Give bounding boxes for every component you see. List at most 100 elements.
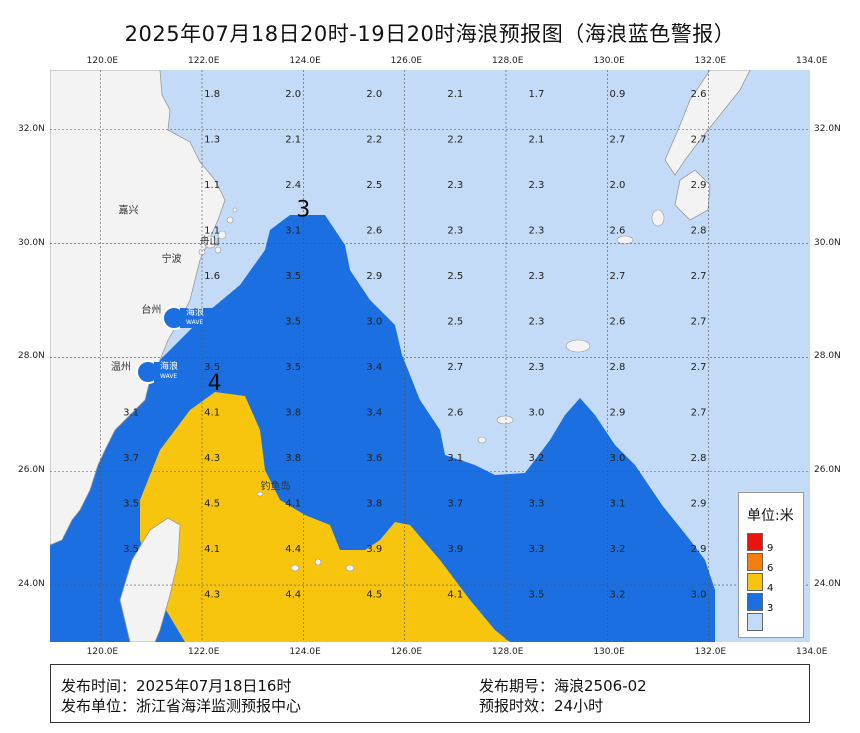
wave-height-value: 2.5 (447, 316, 463, 327)
wave-height-value: 2.1 (285, 134, 301, 145)
wave-zone-4m (140, 392, 510, 642)
wave-height-value: 3.1 (447, 453, 463, 464)
land-japan (664, 69, 751, 176)
wave-height-value: 2.9 (610, 407, 626, 418)
wave-height-value: 2.8 (691, 453, 707, 464)
wave-badge-cn: 海浪 (160, 362, 179, 372)
lon-tick-top: 124.0E (289, 56, 321, 66)
wave-height-value: 3.4 (366, 407, 382, 418)
wave-height-value: 2.8 (610, 362, 626, 373)
wave-height-value: 2.7 (447, 362, 463, 373)
land-kyushu (674, 169, 711, 221)
wave-height-value: 3.5 (123, 499, 139, 510)
wave-height-value: 3.5 (528, 590, 544, 601)
wave-height-value: 2.7 (691, 271, 707, 282)
lat-tick-left: 26.0N (18, 465, 45, 476)
contour-labels: 34 (208, 197, 311, 396)
lon-tick-top: 126.0E (390, 56, 423, 66)
city-label: 舟山 (200, 235, 220, 248)
wave-height-value: 4.1 (204, 407, 220, 418)
legend-swatch (747, 593, 763, 611)
wave-height-value: 3.0 (528, 407, 544, 418)
legend-label: 4 (767, 583, 774, 594)
city-label: 嘉兴 (119, 203, 139, 216)
issuer: 浙江省海洋监测预报中心 (136, 697, 302, 715)
wave-height-value: 2.5 (366, 180, 382, 191)
lat-tick-right: 32.0N (814, 123, 841, 134)
wave-height-value: 3.4 (366, 362, 382, 373)
wave-height-value: 4.4 (285, 590, 301, 601)
wave-badge-sub: WAVE (160, 373, 178, 380)
city-label: 宁波 (162, 252, 182, 265)
wave-height-value: 2.8 (691, 225, 707, 236)
wave-height-value: 2.4 (285, 180, 301, 191)
wave-badge-wenzhou: 海浪 WAVE (136, 360, 198, 384)
wave-height-value: 2.3 (447, 225, 463, 236)
city-label: 温州 (111, 361, 131, 373)
wave-height-value: 2.2 (366, 134, 382, 145)
wave-height-value: 1.7 (528, 89, 544, 100)
wave-height-value: 2.9 (691, 180, 707, 191)
lon-tick-top: 120.0E (86, 56, 119, 66)
period-label: 发布期号： (479, 677, 555, 695)
lat-tick-right: 28.0N (814, 351, 841, 362)
wave-height-value: 1.3 (204, 134, 220, 145)
lon-tick-top: 128.0E (492, 56, 524, 66)
wave-height-value: 3.8 (285, 407, 301, 418)
city-label: 钓鱼岛 (260, 479, 290, 492)
wave-height-value: 3.9 (366, 544, 382, 555)
wave-height-value: 3.5 (285, 271, 301, 282)
wave-badge-cn: 海浪 (186, 308, 205, 318)
wave-height-value: 2.0 (366, 89, 382, 100)
wave-height-value: 3.5 (123, 544, 139, 555)
info-box: 发布时间：2025年07月18日16时 发布单位：浙江省海洋监测预报中心 发布期… (50, 664, 810, 723)
wave-height-value: 3.1 (285, 225, 301, 236)
wave-height-value: 3.2 (610, 544, 626, 555)
lat-tick-right: 26.0N (814, 465, 841, 476)
valid: 24小时 (554, 697, 604, 715)
legend-swatch (747, 533, 763, 551)
wave-height-value: 1.6 (204, 271, 220, 282)
wave-height-value: 2.7 (691, 407, 707, 418)
wave-height-value: 3.0 (691, 590, 707, 601)
issuer-label: 发布单位： (61, 697, 137, 715)
wave-height-value: 2.3 (528, 225, 544, 236)
lon-tick-top: 134.0E (796, 56, 828, 66)
map-title: 2025年07月18日20时-19日20时海浪预报图（海浪蓝色警报） (124, 22, 736, 46)
period: 海浪2506-02 (554, 677, 647, 695)
lon-tick-bottom: 130.0E (593, 647, 625, 657)
wave-height-value: 3.2 (528, 453, 544, 464)
wave-badge-taizhou: 海浪 WAVE (162, 306, 224, 330)
wave-height-value: 4.1 (204, 544, 220, 555)
lon-tick-bottom: 120.0E (86, 647, 119, 657)
wave-height-value: 4.1 (285, 499, 301, 510)
wave-height-value: 2.7 (610, 134, 626, 145)
wave-height-value: 4.3 (204, 453, 220, 464)
wave-height-value: 2.5 (447, 271, 463, 282)
wave-height-value: 2.7 (610, 271, 626, 282)
lat-tick-right: 30.0N (814, 237, 841, 248)
legend-swatch (747, 613, 763, 631)
wave-height-value: 2.6 (366, 225, 382, 236)
wave-height-value: 3.1 (123, 407, 139, 418)
wave-height-value: 1.8 (204, 89, 220, 100)
city-label: 台州 (141, 303, 161, 316)
wave-height-value: 0.9 (610, 89, 626, 100)
legend-swatch (747, 573, 763, 591)
wave-forecast-map: 1.8 2.0 2.0 2.1 1.7 0.9 2.6 1.3 2.1 2.2 2.2 2.1 2.7 2… (49, 69, 810, 643)
wave-height-value: 2.0 (285, 89, 301, 100)
wave-height-value: 3.8 (366, 499, 382, 510)
wave-height-value: 3.0 (610, 453, 626, 464)
ryukyu-islands (256, 209, 665, 572)
wave-height-value: 2.3 (528, 316, 544, 327)
lat-lon-grid (50, 70, 810, 642)
wave-height-value: 2.0 (610, 180, 626, 191)
lat-tick-left: 30.0N (18, 237, 45, 248)
lat-tick-left: 32.0N (18, 123, 45, 134)
wave-height-value: 2.3 (528, 271, 544, 282)
lon-tick-top: 130.0E (593, 56, 625, 66)
wave-height-value: 1.1 (204, 225, 220, 236)
wave-height-value: 2.7 (691, 362, 707, 373)
wave-height-value: 2.6 (447, 407, 463, 418)
